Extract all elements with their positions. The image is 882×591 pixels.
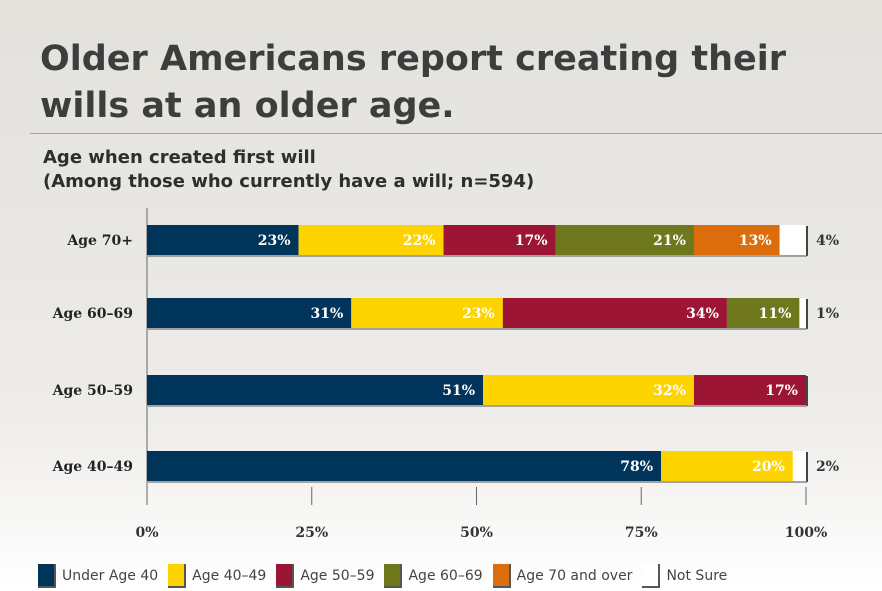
x-tick-label: 75% [625, 525, 658, 541]
bar-segment [693, 375, 806, 405]
x-tick-label: 25% [295, 525, 328, 541]
bar-segment [147, 451, 662, 481]
data-label: 23% [462, 306, 495, 322]
x-tick-label: 0% [135, 525, 158, 541]
legend-swatch [642, 564, 661, 588]
subtitle-line-1: Age when created first will [43, 147, 316, 168]
legend-item: Not Sure [642, 564, 727, 588]
x-tick-label: 50% [460, 525, 493, 541]
data-label: 31% [310, 306, 343, 322]
bar-segment [147, 225, 299, 255]
category-label: Age 40–49 [52, 459, 133, 475]
data-label: 22% [403, 233, 436, 249]
data-label: 1% [816, 306, 839, 322]
category-label: Age 50–59 [52, 383, 133, 399]
bar-segment [779, 225, 806, 255]
bar-segment [661, 451, 793, 481]
bar-segment [726, 298, 800, 328]
legend-swatch [168, 564, 187, 588]
legend-swatch [384, 564, 403, 588]
data-label: 17% [765, 383, 798, 399]
legend-label: Age 60–69 [408, 568, 483, 584]
bar-segment [147, 375, 484, 405]
data-label: 32% [653, 383, 686, 399]
legend-item: Age 70 and over [492, 564, 633, 588]
legend-item: Age 40–49 [168, 564, 266, 588]
bar-segment [298, 225, 444, 255]
legend-swatch [492, 564, 511, 588]
data-label: 34% [686, 306, 719, 322]
x-tick-label: 100% [785, 525, 828, 541]
category-label: Age 70+ [66, 233, 133, 249]
bar-segment [147, 298, 352, 328]
data-label: 17% [515, 233, 548, 249]
legend-label: Age 50–59 [300, 568, 375, 584]
data-label: 4% [816, 233, 839, 249]
data-label: 23% [258, 233, 291, 249]
data-label: 13% [739, 233, 772, 249]
legend-swatch [38, 564, 56, 588]
legend-label: Age 40–49 [192, 568, 267, 584]
subtitle-line-2: (Among those who currently have a will; … [43, 171, 535, 192]
data-label: 20% [752, 459, 785, 475]
bar-segment [792, 451, 806, 481]
bar-segment [483, 375, 694, 405]
legend-item: Age 60–69 [384, 564, 483, 588]
bar-segment [555, 225, 694, 255]
legend-item: Under Age 40 [38, 564, 158, 588]
stacked-bar-chart: 0% 25% 50% 75% 100% Age 70+ 23% 22% 17% 21% 13% 4% A… [52, 208, 839, 541]
legend-label: Not Sure [666, 568, 728, 584]
data-label: 11% [759, 306, 792, 322]
chart-title: Older Americans report creating their wi… [40, 39, 787, 126]
title-divider [30, 133, 882, 134]
bar-segment [502, 298, 727, 328]
data-label: 21% [653, 233, 686, 249]
bar-segment [351, 298, 503, 328]
legend-label: Under Age 40 [62, 568, 159, 584]
category-label: Age 60–69 [52, 306, 133, 322]
bar-segment [443, 225, 556, 255]
data-label: 51% [442, 383, 475, 399]
chart-legend: Under Age 40 Age 40–49 Age 50–59 Age 60–69 A… [38, 563, 737, 589]
data-label: 2% [816, 459, 839, 475]
legend-item: Age 50–59 [276, 564, 374, 588]
legend-swatch [276, 564, 295, 588]
bar-segment [693, 225, 780, 255]
bar-segment [799, 298, 806, 328]
chart-subtitle: Age when created first will (Among those… [43, 146, 534, 194]
data-label: 78% [620, 459, 653, 475]
legend-label: Age 70 and over [516, 568, 633, 584]
